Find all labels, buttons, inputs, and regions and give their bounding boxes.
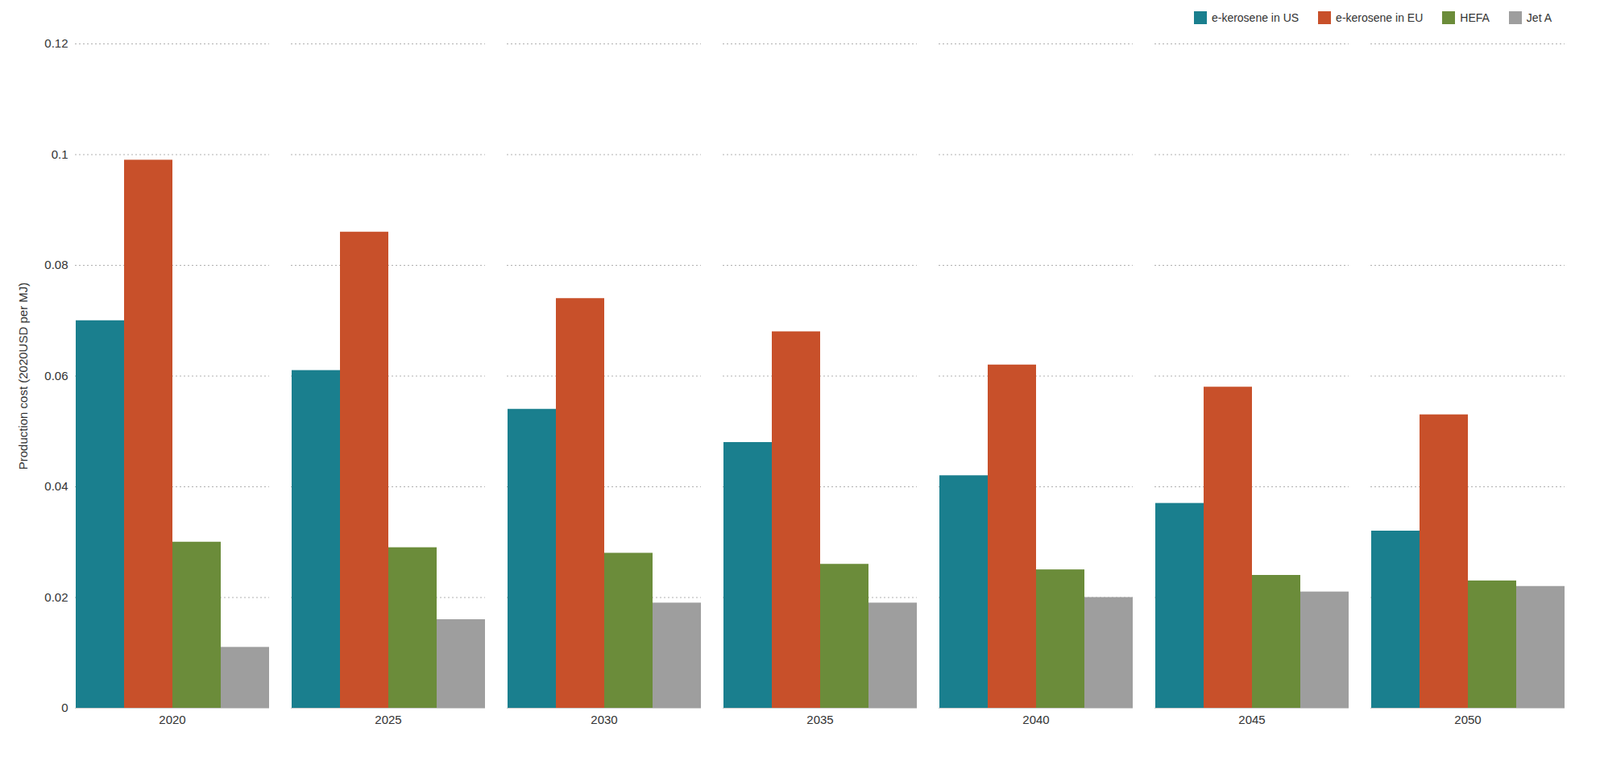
svg-text:2040: 2040 (1022, 712, 1049, 727)
html-text:e-kerosene in EU: e-kerosene in EU (1335, 11, 1424, 25)
html-text:HEFA: HEFA (1460, 11, 1490, 25)
svg-text:0.1: 0.1 (51, 147, 69, 162)
svg-text:0: 0 (61, 700, 68, 715)
svg-text:2035: 2035 (806, 712, 834, 727)
svg-text:2050: 2050 (1454, 712, 1481, 727)
svg-text:2045: 2045 (1238, 712, 1265, 727)
svg-text:0.02: 0.02 (44, 590, 68, 605)
svg-text:0.12: 0.12 (44, 36, 68, 50)
html-text:e-kerosene in US: e-kerosene in US (1211, 11, 1299, 25)
svg-text:2020: 2020 (158, 712, 186, 727)
svg-text:Production cost (2020USD per M: Production cost (2020USD per MJ) (16, 282, 30, 471)
svg-text:0.06: 0.06 (44, 368, 68, 383)
svg-text:0.04: 0.04 (44, 479, 68, 494)
svg-text:2030: 2030 (590, 712, 618, 727)
svg-text:0.08: 0.08 (44, 257, 68, 272)
html-text:Jet A: Jet A (1526, 11, 1552, 25)
svg-text:2025: 2025 (374, 712, 402, 727)
